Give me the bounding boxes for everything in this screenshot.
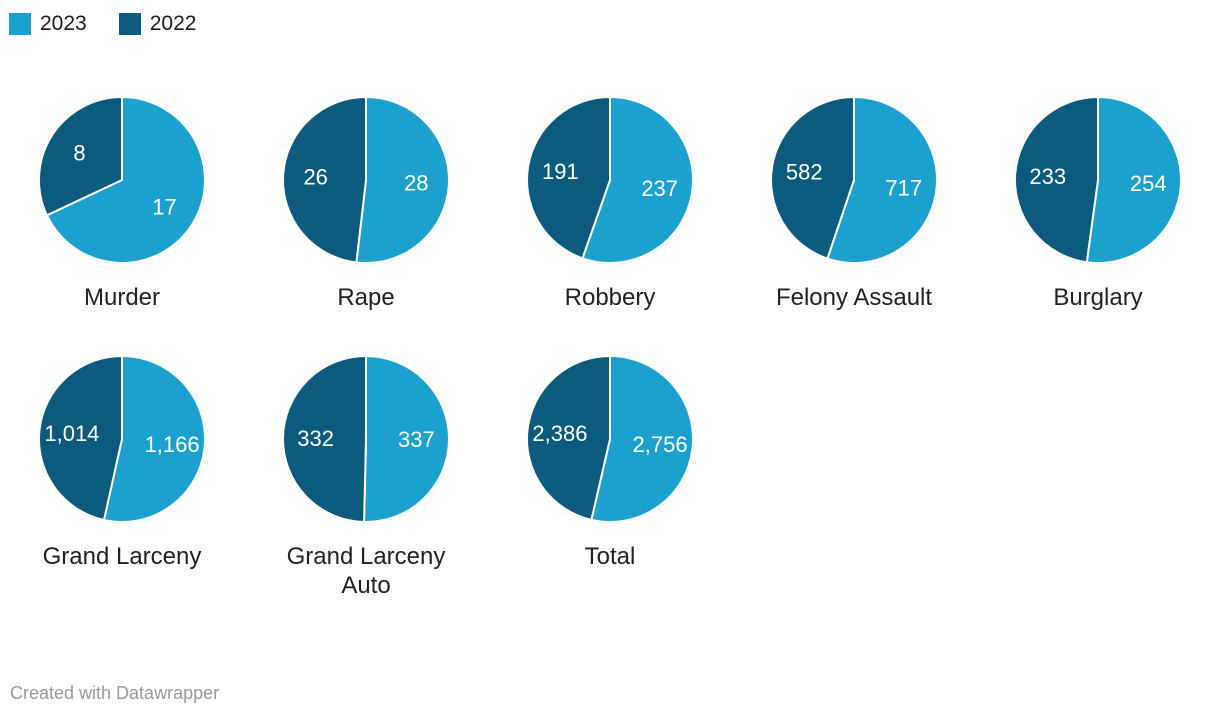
pie-chart-felony-assault: 717 582 xyxy=(770,96,938,264)
pie-category-label: Rape xyxy=(337,284,395,311)
legend-swatch-2022 xyxy=(118,13,141,35)
datawrapper-attribution-link[interactable]: Created with Datawrapper xyxy=(10,683,220,703)
value-label-2022-robbery: 191 xyxy=(542,159,579,184)
slice-2023-total xyxy=(590,354,694,523)
pie-figure-grand-larceny-auto: 337 332 Grand Larceny Auto xyxy=(271,354,461,601)
pie-category-label: Grand Larceny xyxy=(42,542,202,570)
pie-chart-grand-larceny: 1,166 1,014 xyxy=(38,354,206,523)
value-label-2022-grand-larceny-auto: 332 xyxy=(297,426,334,451)
slice-2022-total xyxy=(526,354,611,521)
value-label-2023-felony-assault: 717 xyxy=(885,176,922,201)
value-label-2022-total: 2,386 xyxy=(532,421,587,446)
slice-2022-rape xyxy=(282,96,367,264)
value-label-2022-grand-larceny: 1,014 xyxy=(44,421,99,446)
value-label-2023-murder: 17 xyxy=(152,195,176,220)
pie-category-label: Murder xyxy=(83,284,161,311)
pie-figure-murder: 17 8 Murder xyxy=(38,96,206,313)
pie-category-label: Burglary xyxy=(1053,284,1143,311)
pie-category-label: Total xyxy=(584,542,636,570)
slice-2022-murder xyxy=(38,96,123,217)
slice-2022-robbery xyxy=(526,96,611,260)
pie-chart-murder: 17 8 xyxy=(38,96,206,264)
pie-figure-rape: 28 26 Rape xyxy=(282,96,450,313)
pie-chart-total: 2,756 2,386 xyxy=(526,354,694,523)
pie-category-label: Grand Larceny Auto xyxy=(286,542,446,599)
slice-2022-grand-larceny xyxy=(38,354,123,521)
pie-figure-robbery: 237 191 Robbery xyxy=(526,96,694,313)
legend-label-2022: 2022 xyxy=(149,12,197,35)
value-label-2022-burglary: 233 xyxy=(1029,164,1066,189)
legend-item-2022: 2022 xyxy=(118,12,197,36)
pie-chart-burglary: 254 233 xyxy=(1014,96,1182,264)
slice-2022-felony-assault xyxy=(770,96,855,260)
legend-swatch-2023 xyxy=(9,13,31,35)
slice-2022-grand-larceny-auto xyxy=(282,354,367,523)
value-label-2023-grand-larceny-auto: 337 xyxy=(398,427,435,452)
pie-category-label: Felony Assault xyxy=(775,284,933,311)
pie-figure-felony-assault: 717 582 Felony Assault xyxy=(770,96,938,313)
pie-chart-robbery: 237 191 xyxy=(526,96,694,264)
value-label-2022-rape: 26 xyxy=(303,165,327,190)
value-label-2023-burglary: 254 xyxy=(1130,171,1167,196)
chart-legend: 2023 2022 xyxy=(9,12,1220,36)
slice-2023-grand-larceny-auto xyxy=(363,354,450,523)
pie-figure-burglary: 254 233 Burglary xyxy=(1014,96,1182,313)
slice-2022-burglary xyxy=(1014,96,1099,264)
pie-figure-grand-larceny: 1,166 1,014 Grand Larceny xyxy=(38,354,206,601)
slice-2023-burglary xyxy=(1085,96,1182,264)
slice-2023-grand-larceny xyxy=(102,354,206,523)
slice-2023-murder xyxy=(45,96,206,264)
pie-category-label: Robbery xyxy=(564,284,656,311)
pie-figure-total: 2,756 2,386 Total xyxy=(526,354,694,601)
value-label-2023-rape: 28 xyxy=(404,170,428,195)
value-label-2023-grand-larceny: 1,166 xyxy=(145,432,200,457)
pie-chart-grand-larceny-auto: 337 332 xyxy=(282,354,450,523)
legend-label-2023: 2023 xyxy=(40,12,87,35)
slice-2023-rape xyxy=(355,96,450,264)
value-label-2023-total: 2,756 xyxy=(633,432,688,457)
legend-item-2023: 2023 xyxy=(9,12,87,36)
value-label-2022-murder: 8 xyxy=(73,140,85,165)
pie-grid: 17 8 Murder 28 26 Rape 237 191 Robbery 717 5… xyxy=(0,96,1220,600)
value-label-2023-robbery: 237 xyxy=(641,176,678,201)
value-label-2022-felony-assault: 582 xyxy=(786,159,823,184)
pie-chart-rape: 28 26 xyxy=(282,96,450,264)
